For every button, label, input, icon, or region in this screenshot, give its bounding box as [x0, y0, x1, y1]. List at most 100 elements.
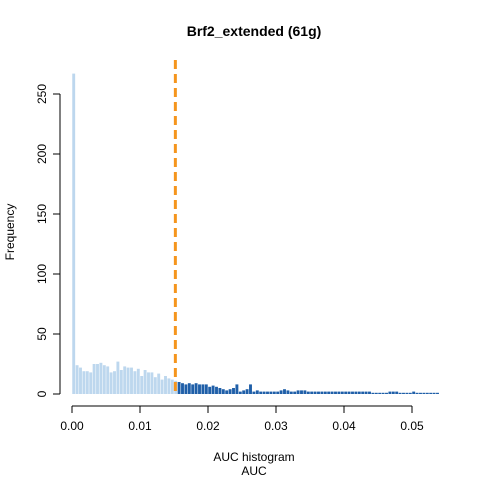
histogram-bar — [395, 391, 399, 394]
histogram-bar — [422, 392, 426, 394]
x-tick-label: 0.00 — [60, 419, 84, 433]
histogram-bar — [167, 378, 171, 394]
histogram-bar — [398, 392, 402, 394]
histogram-bar — [160, 379, 164, 394]
histogram-bar — [184, 384, 188, 394]
histogram-bar — [198, 384, 201, 394]
x-axis-label: AUC — [241, 464, 267, 478]
histogram-bar — [357, 391, 361, 394]
histogram-bar — [143, 370, 147, 394]
histogram-bar — [235, 384, 239, 394]
histogram-bar — [374, 392, 378, 394]
histogram-bar — [245, 389, 249, 394]
x-tick-label: 0.03 — [264, 419, 288, 433]
histogram-bar — [344, 391, 348, 394]
y-tick-label: 0 — [35, 390, 49, 397]
y-axis: 0 50 100 150 200 250 — [35, 84, 61, 397]
histogram-bar — [238, 391, 242, 394]
histogram-bar — [181, 383, 184, 394]
histogram-bar — [266, 391, 269, 394]
histogram-bar — [283, 389, 286, 394]
histogram-bar — [119, 370, 123, 394]
histogram-bar — [249, 384, 252, 394]
x-tick-label: 0.02 — [196, 419, 220, 433]
histogram-bar — [191, 384, 195, 394]
histogram-bar — [330, 391, 334, 394]
histogram-bar — [408, 392, 412, 394]
histogram-bar — [419, 392, 422, 394]
histogram-bar — [228, 389, 232, 394]
histogram-bar — [92, 364, 96, 394]
histogram-bar — [218, 388, 222, 394]
y-axis-label: Frequency — [3, 204, 17, 261]
histogram-bar — [133, 371, 137, 394]
x-tick-label: 0.05 — [400, 419, 424, 433]
histogram-bar — [388, 391, 392, 394]
histogram-bar — [429, 392, 433, 394]
histogram-bar — [106, 366, 110, 394]
histogram-bar — [276, 391, 280, 394]
histogram-bar — [109, 372, 113, 394]
histogram-bar — [130, 367, 133, 394]
histogram-bar — [99, 362, 103, 394]
histogram-bar — [177, 382, 181, 394]
histogram-bar — [300, 390, 303, 394]
histogram-bar — [116, 361, 120, 394]
histogram-bar — [272, 391, 276, 394]
histogram-bar — [123, 366, 127, 394]
histogram-bar — [351, 391, 354, 394]
histogram-bar — [153, 377, 157, 394]
histogram-bar — [293, 391, 297, 394]
histogram-bar — [340, 391, 344, 394]
histogram-bar — [279, 390, 283, 394]
histogram-bar — [259, 391, 263, 394]
histogram-bar — [232, 388, 235, 394]
histogram-bar — [354, 391, 358, 394]
histogram-bar — [96, 364, 99, 394]
chart-title: Brf2_extended (61g) — [187, 23, 322, 39]
histogram-bar — [157, 373, 161, 394]
histogram-bar — [211, 385, 215, 394]
histogram-bar — [368, 391, 371, 394]
histogram-bar — [147, 372, 150, 394]
histogram-bar — [79, 367, 82, 394]
histogram-bar — [89, 372, 93, 394]
histogram-bar — [204, 384, 208, 394]
histogram-bar — [378, 392, 382, 394]
y-tick-label: 150 — [35, 204, 49, 224]
histogram-bar — [306, 391, 310, 394]
histogram-bar — [72, 73, 76, 394]
histogram-bar — [313, 391, 317, 394]
histogram-bar — [347, 391, 351, 394]
histogram-bar — [255, 390, 259, 394]
histogram-bar — [75, 365, 79, 394]
histogram-bar — [334, 391, 337, 394]
histogram-bar — [85, 371, 89, 394]
histogram-bar — [187, 383, 191, 394]
histogram-bar — [215, 386, 218, 394]
histogram-bar — [402, 392, 405, 394]
histogram-bar — [286, 390, 290, 394]
histogram-bar — [289, 391, 293, 394]
histogram-bar — [194, 383, 198, 394]
histogram-bar — [262, 391, 266, 394]
histogram-bar — [310, 391, 314, 394]
histogram-bar — [221, 389, 225, 394]
histogram-bar — [337, 391, 341, 394]
histogram-bar — [364, 391, 368, 394]
histogram-bar — [361, 391, 365, 394]
histogram-bar — [381, 392, 385, 394]
histogram-bar — [425, 392, 429, 394]
histogram-bar — [317, 391, 320, 394]
histogram-bar — [415, 392, 419, 394]
histogram-bar — [391, 391, 395, 394]
histogram-bar — [252, 391, 256, 394]
histogram-bar — [432, 392, 436, 394]
histogram-bar — [150, 372, 154, 394]
histogram-bar — [296, 390, 300, 394]
histogram-bar — [303, 390, 307, 394]
x-axis-caption: AUC histogram — [213, 450, 294, 464]
histogram-bar — [113, 371, 116, 394]
x-tick-label: 0.01 — [128, 419, 152, 433]
